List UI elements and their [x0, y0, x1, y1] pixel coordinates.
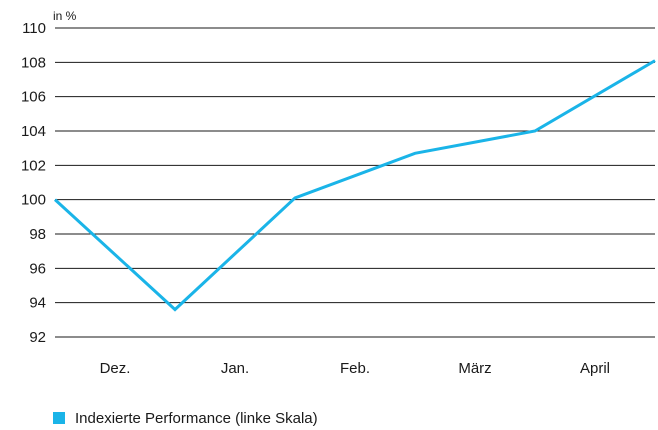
y-tick-label: 108 [21, 54, 46, 71]
y-tick-label: 110 [22, 20, 46, 37]
x-category-label: Jan. [221, 360, 249, 377]
line-chart: 92 94 96 98 100 102 104 106 108 110 in % Dez. Jan.… [21, 9, 656, 377]
x-category-label: Feb. [340, 360, 370, 377]
x-category-label: Dez. [100, 360, 131, 377]
x-axis-categories: Dez. Jan. Feb. März April [100, 360, 610, 377]
y-axis-unit-label: in % [53, 9, 77, 23]
series-line [53, 59, 656, 312]
y-tick-label: 100 [21, 192, 46, 209]
y-tick-label: 102 [21, 157, 46, 174]
y-tick-label: 104 [21, 123, 46, 140]
grid-lines [55, 27, 655, 338]
series-group [53, 59, 656, 312]
x-category-label: April [580, 360, 610, 377]
y-axis-ticks: 92 94 96 98 100 102 104 106 108 110 [21, 20, 46, 346]
legend: Indexierte Performance (linke Skala) [53, 408, 318, 428]
y-tick-label: 98 [29, 226, 46, 243]
y-tick-label: 106 [21, 89, 46, 106]
y-tick-label: 92 [29, 329, 46, 346]
legend-label: Indexierte Performance (linke Skala) [75, 409, 318, 427]
legend-swatch [53, 412, 65, 424]
y-tick-label: 96 [29, 260, 46, 277]
x-category-label: März [458, 360, 491, 377]
y-tick-label: 94 [29, 295, 46, 312]
